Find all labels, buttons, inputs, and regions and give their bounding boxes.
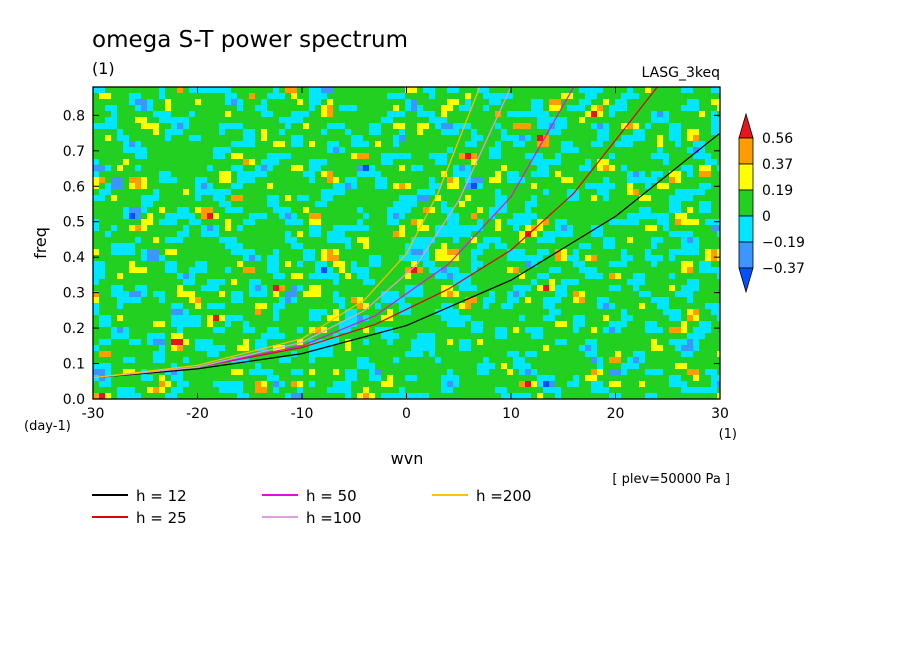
colorbar-label: 0.56 [762,131,793,147]
y-unit-label: (day-1) [24,419,71,434]
x-tick-label: 0 [402,406,411,422]
colorbar-label: 0 [762,209,771,225]
colorbar-label: −0.37 [762,261,805,277]
colorbar-box [738,215,754,243]
legend-label: h = 25 [136,509,187,527]
x-tick-label: 10 [502,406,520,422]
y-axis-ticks: 0.0 0.1 0.2 0.3 0.4 0.5 0.6 0.7 0.8 [63,108,720,408]
y-tick-label: 0.0 [63,392,85,408]
chart-subtitle: (1) [92,59,115,78]
x-unit-label: (1) [719,427,737,442]
colorbar-label: 0.19 [762,183,793,199]
colorbar-bottom-triangle [738,267,754,294]
x-tick-label: 20 [607,406,625,422]
y-axis-label: freq [31,227,50,259]
legend-label: h =200 [476,487,531,505]
colorbar-label: 0.37 [762,157,793,173]
colorbar-box [738,189,754,217]
colorbar-box [738,241,754,269]
y-tick-label: 0.4 [63,250,85,266]
dispersion-curve-4 [93,87,512,379]
colorbar-box [738,163,754,191]
power-spectrum-field [93,87,720,399]
plev-note: [ plev=50000 Pa ] [612,472,730,487]
colorbar-label: −0.19 [762,235,805,251]
y-tick-label: 0.3 [63,286,85,302]
chart-title: omega S-T power spectrum [92,27,408,53]
y-tick-label: 0.1 [63,357,85,373]
colorbar-top-triangle [738,112,754,139]
y-tick-label: 0.5 [63,215,85,231]
y-tick-label: 0.2 [63,321,85,337]
colorbar: 0.56 0.37 0.19 0 −0.19 −0.37 [738,112,805,294]
legend-label: h = 12 [136,487,187,505]
colorbar-box [738,137,754,165]
dispersion-curves [93,87,720,379]
x-tick-label: -20 [186,406,209,422]
dispersion-curve-5 [93,87,481,379]
source-label: LASG_3keq [642,65,720,81]
x-tick-label: -10 [291,406,314,422]
x-tick-label: 30 [711,406,729,422]
dispersion-curve-1 [93,132,720,379]
y-tick-label: 0.8 [63,108,85,124]
legend-label: h = 50 [306,487,357,505]
x-axis-label: wvn [391,449,424,468]
x-axis-ticks: -30 -20 -10 0 10 20 30 [82,87,729,422]
y-tick-label: 0.7 [63,144,85,160]
x-tick-label: -30 [82,406,105,422]
y-tick-label: 0.6 [63,179,85,195]
legend: h = 12 h = 25 h = 50 h =100 h =200 [92,487,531,527]
legend-label: h =100 [306,509,361,527]
